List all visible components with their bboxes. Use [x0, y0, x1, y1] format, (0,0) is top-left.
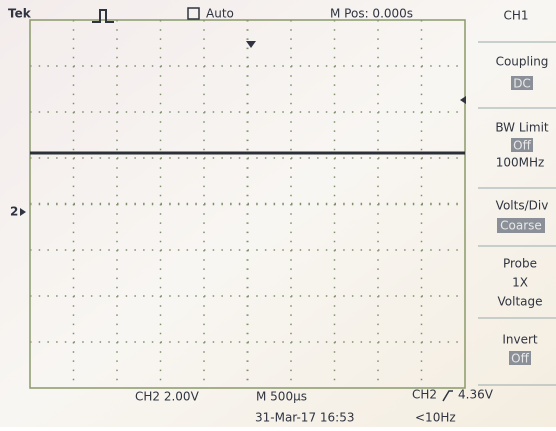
trigger-source: CH2	[412, 388, 437, 402]
horizontal-position: M Pos: 0.000s	[330, 7, 413, 21]
menu-line: Voltage	[497, 295, 542, 309]
menu-setting: Off	[513, 139, 531, 153]
frequency: <10Hz	[415, 411, 456, 425]
menu-title: CH1	[503, 9, 528, 23]
trigger-state: Auto	[206, 7, 234, 21]
brand: Tek	[8, 7, 32, 21]
menu-label[interactable]: Volts/Div	[496, 199, 549, 213]
background	[0, 0, 556, 427]
menu-label[interactable]: Probe	[503, 257, 537, 271]
menu-setting: Off	[511, 352, 529, 366]
menu-note: 100MHz	[496, 156, 545, 170]
menu-setting: Coarse	[500, 219, 542, 233]
menu-setting: DC	[513, 77, 531, 91]
oscilloscope-screen: 2 Tek Auto M Pos: 0.000s CH1 Coupling DC…	[0, 0, 556, 427]
menu-label[interactable]: Invert	[502, 333, 538, 347]
channel-scale: CH2 2.00V	[135, 390, 200, 404]
menu-label[interactable]: Coupling	[496, 55, 549, 69]
menu-label[interactable]: BW Limit	[495, 121, 549, 135]
datetime: 31-Mar-17 16:53	[255, 411, 354, 425]
trigger-level: 4.36V	[458, 388, 494, 402]
channel-marker: 2	[10, 205, 18, 219]
menu-line: 1X	[512, 276, 528, 290]
timebase: M 500µs	[256, 390, 307, 404]
